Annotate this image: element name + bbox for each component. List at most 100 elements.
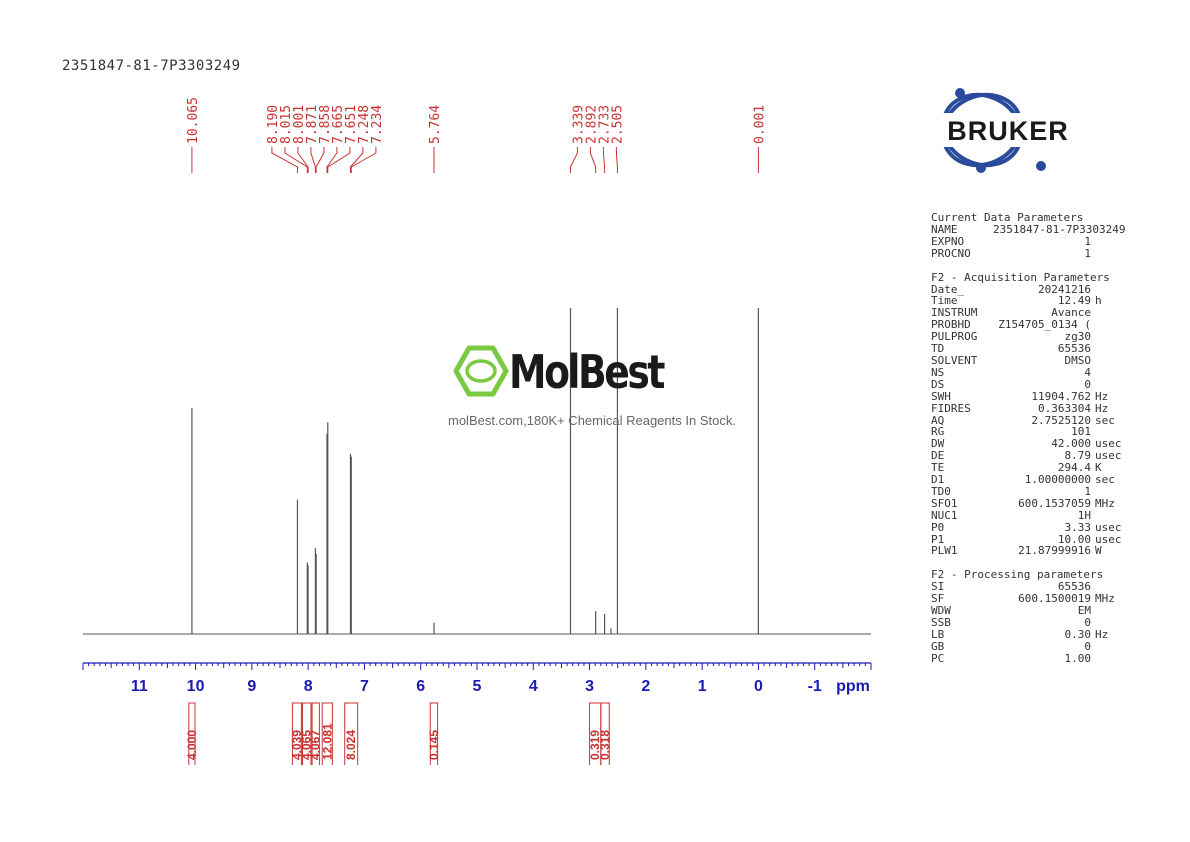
peak-connector — [310, 147, 316, 173]
peak-connector — [349, 147, 364, 173]
param-key: SOLVENT — [931, 353, 978, 367]
param-row: RG 101 — [931, 426, 1121, 438]
param-key: SI — [931, 580, 945, 594]
integral-bracket — [321, 702, 333, 710]
peak-label: 2.892 — [584, 105, 599, 144]
param-unit — [1091, 355, 1121, 367]
param-value: 1 — [1084, 234, 1091, 248]
param-value: 10.00 — [1057, 532, 1091, 546]
param-row: SOLVENT DMSO — [931, 355, 1121, 367]
param-key: EXPNO — [931, 234, 965, 248]
param-section-gap — [931, 260, 1121, 272]
integral-value: 4.065 — [300, 730, 314, 760]
param-row: WDW EM — [931, 605, 1121, 617]
integral-bracket — [344, 702, 359, 710]
param-unit — [1091, 379, 1121, 391]
axis-tick-label: 7 — [360, 678, 369, 695]
param-key: D1 — [931, 473, 945, 487]
param-row: P0 3.33 usec — [931, 520, 1122, 534]
param-row: DW 42.000 usec — [931, 437, 1122, 451]
peak-connector — [284, 147, 308, 173]
peak-connector — [589, 147, 597, 173]
param-unit — [1091, 641, 1121, 653]
axis-tick-label: 11 — [131, 678, 148, 695]
param-unit: usec — [1095, 532, 1122, 546]
param-row: LB 0.30 Hz — [931, 629, 1121, 641]
param-unit: MHz — [1095, 496, 1115, 510]
param-value: 8.79 — [1064, 449, 1092, 463]
param-key: SSB — [931, 616, 951, 629]
ppm-axis: 11 10 9 8 7 6 5 4 3 2 1 0 -1 ppm — [82, 662, 872, 695]
param-row: SSB 0 — [931, 617, 1121, 629]
param-value: 42.000 — [1051, 437, 1091, 451]
param-value: 0 — [1084, 639, 1091, 653]
param-key: PC — [931, 651, 945, 665]
peak-label: 7.665 — [331, 105, 346, 144]
peak-connector — [271, 147, 298, 173]
param-unit: h — [1095, 294, 1102, 308]
param-value: 1H — [1077, 508, 1091, 522]
integral-bracket — [188, 702, 196, 710]
param-row: TD 65536 — [931, 343, 1121, 355]
param-row: PULPROG zg30 — [931, 331, 1121, 343]
integral-bracket — [291, 702, 302, 710]
param-value: 21.87999916 — [1018, 544, 1091, 558]
peak-label: 8.001 — [292, 105, 307, 144]
peak-label: 7.871 — [305, 105, 320, 144]
param-value: Z154705_0134 ( — [998, 318, 1091, 332]
param-row: FIDRES 0.363304 Hz — [931, 401, 1121, 415]
param-unit: sec — [1095, 413, 1115, 427]
param-unit: usec — [1095, 520, 1122, 534]
peak-label: 3.339 — [571, 105, 586, 144]
param-row: PROCNO 1 — [931, 246, 1121, 260]
peak-label: 7.234 — [370, 105, 385, 144]
watermark-tagline: molBest.com,180K+ Chemical Reagents In S… — [448, 413, 736, 428]
param-value: 4 — [1084, 365, 1091, 379]
param-section-title: Current Data Parameters — [931, 211, 1084, 224]
param-row: NUC1 1H — [931, 508, 1121, 522]
param-unit — [1091, 236, 1121, 248]
axis-tick-label: 6 — [416, 678, 425, 695]
param-row: NS 4 — [931, 365, 1121, 379]
axis-tick-label: 5 — [473, 678, 482, 695]
param-key: TD — [931, 342, 945, 356]
param-key: DE — [931, 449, 945, 463]
param-key: NUC1 — [931, 508, 958, 522]
integral-value: 0.319 — [588, 730, 602, 760]
param-row: DS 0 — [931, 377, 1121, 391]
peak-connector — [602, 147, 606, 173]
param-key: INSTRUM — [931, 306, 978, 320]
param-value: 101 — [1071, 425, 1091, 439]
acquisition-parameters-panel: Current Data Parameters NAME 2351847-81-7P… — [931, 211, 1125, 665]
param-row: NAME 2351847-81-7P3303249 — [931, 224, 1125, 236]
param-key: Date_ — [931, 282, 965, 296]
param-unit — [1091, 248, 1121, 260]
peak-connector — [315, 147, 325, 173]
param-key: SFO1 — [931, 496, 958, 510]
param-unit: Hz — [1095, 401, 1109, 415]
param-key: DS — [931, 377, 945, 391]
param-unit: K — [1095, 461, 1102, 475]
param-value: 11904.762 — [1031, 389, 1091, 403]
param-row: PLW1 21.87999916 W — [931, 545, 1121, 557]
axis-tick-label: -1 — [808, 678, 822, 695]
param-value: 3.33 — [1064, 520, 1092, 534]
param-value: 0.30 — [1064, 627, 1092, 641]
peak-connector — [350, 147, 377, 173]
peak-label: 2.505 — [610, 105, 625, 144]
param-section-title: F2 - Acquisition Parameters — [931, 270, 1110, 284]
peak-label: 5.764 — [428, 105, 443, 144]
integral-bracket — [311, 702, 320, 710]
param-value: 600.1500019 — [1018, 592, 1091, 606]
peak-label: 7.248 — [357, 105, 372, 144]
param-value: 1 — [1084, 246, 1091, 260]
integral-value: 8.024 — [344, 730, 358, 760]
param-unit — [1091, 605, 1121, 617]
axis-unit-label: ppm — [836, 678, 870, 695]
integral-bracket — [589, 702, 602, 710]
peak-label: 8.015 — [279, 105, 294, 144]
param-key: P1 — [931, 532, 945, 546]
param-row: D1 1.00000000 sec — [931, 474, 1121, 486]
param-value: 0 — [1084, 377, 1091, 391]
